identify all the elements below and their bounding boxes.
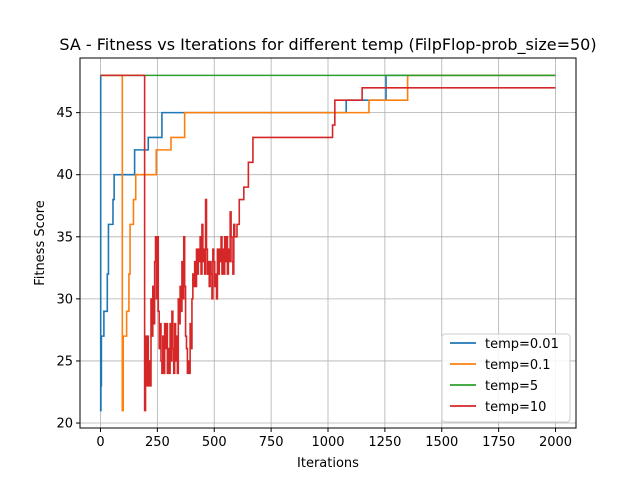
legend-entries: temp=0.01 temp=0.1 temp=5 temp=10 (450, 337, 559, 415)
x-tick-label: 1250 (368, 435, 401, 450)
y-axis-ticks: 20 25 30 35 40 45 (56, 106, 80, 432)
x-axis-ticks: 0 250 500 750 1000 1250 1500 1750 2000 (96, 428, 572, 450)
x-tick-label: 1750 (482, 435, 515, 450)
x-tick-label: 0 (96, 435, 104, 450)
x-tick-label: 2000 (539, 435, 572, 450)
legend-label: temp=10 (485, 400, 546, 415)
y-axis-label: Fitness Score (33, 200, 48, 286)
legend-label: temp=0.1 (485, 358, 551, 373)
y-tick-label: 25 (56, 354, 73, 369)
x-axis-label: Iterations (297, 456, 359, 471)
x-tick-label: 1500 (425, 435, 458, 450)
y-tick-label: 20 (56, 417, 73, 432)
series-line-temp-0-1 (100, 74, 556, 412)
y-tick-label: 45 (56, 106, 73, 121)
legend-box (441, 333, 571, 423)
y-tick-label: 35 (56, 230, 73, 245)
legend-label: temp=0.01 (485, 337, 559, 352)
y-tick-label: 40 (56, 168, 73, 183)
series-lines (99, 74, 556, 412)
x-tick-label: 500 (202, 435, 227, 450)
x-tick-label: 750 (259, 435, 284, 450)
y-tick-label: 30 (56, 292, 73, 307)
x-tick-label: 250 (145, 435, 170, 450)
series-line-temp-10 (100, 74, 556, 412)
chart-title: SA - Fitness vs Iterations for different… (59, 35, 596, 55)
legend: temp=0.01 temp=0.1 temp=5 temp=10 (441, 333, 571, 423)
x-tick-label: 1000 (311, 435, 344, 450)
legend-label: temp=5 (485, 379, 538, 394)
